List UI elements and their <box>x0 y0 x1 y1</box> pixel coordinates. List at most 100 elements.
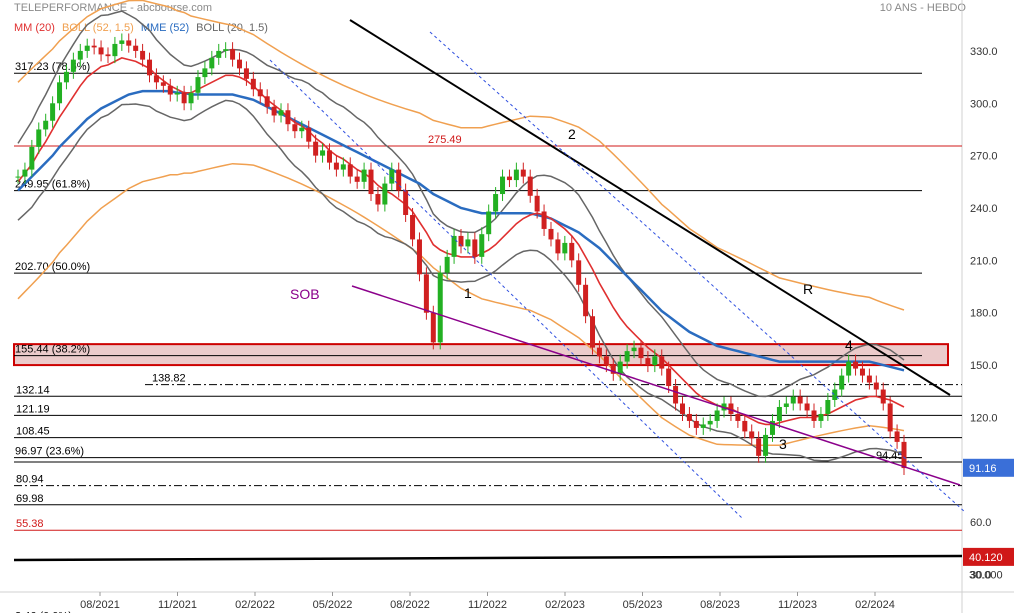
x-tick-label: 05/2023 <box>623 599 663 611</box>
candle-body <box>368 169 374 195</box>
y-tick-label: 30.0 <box>970 570 991 582</box>
candle-body <box>375 194 381 205</box>
candle-body <box>458 235 464 247</box>
mme52-line <box>17 89 905 372</box>
candle-body <box>22 169 28 177</box>
y-tick-label: 150.0 <box>970 360 998 372</box>
candle-body <box>306 127 312 142</box>
candle-body <box>257 89 263 97</box>
candle-body <box>340 164 346 170</box>
candle-body <box>562 242 568 254</box>
candle-body <box>714 410 720 421</box>
price-level-label: 55.38 <box>16 518 44 530</box>
candle-body <box>811 410 817 421</box>
candle-body <box>887 403 893 432</box>
annotation-r: R <box>803 281 813 297</box>
x-tick-label: 11/2021 <box>158 599 197 611</box>
candle-body <box>832 389 838 400</box>
candle-body <box>479 234 485 257</box>
candle-body <box>596 347 602 357</box>
price-tag-label: 30.000 <box>969 570 1003 582</box>
x-tick-label: 11/2023 <box>778 599 817 611</box>
candle-body <box>430 312 436 343</box>
candle-body <box>506 176 512 181</box>
price-level-label: 69.98 <box>16 493 44 505</box>
x-tick-label: 11/2022 <box>468 599 507 611</box>
candle-body <box>756 438 762 456</box>
candle-body <box>105 54 111 57</box>
x-tick-label: 02/2023 <box>545 599 585 611</box>
candle-body <box>853 361 859 369</box>
candle-body <box>237 59 242 69</box>
annotation-1: 1 <box>464 285 472 301</box>
candle-body <box>320 150 326 156</box>
price-tag-box <box>963 547 1014 566</box>
candle-body <box>513 169 519 181</box>
candle-body <box>666 368 672 387</box>
annotation-4: 4 <box>845 337 853 353</box>
candle-body <box>292 124 298 132</box>
candle-body <box>437 272 443 343</box>
fib-level-label: 249.95 (61.8%) <box>15 179 90 191</box>
candle-body <box>250 78 256 90</box>
candle-body <box>153 75 159 83</box>
candle-body <box>790 396 796 404</box>
candle-body <box>534 195 540 212</box>
candle-body <box>548 228 554 240</box>
y-tick-label: 180.0 <box>970 308 998 320</box>
candle-body <box>91 45 97 48</box>
candle-body <box>541 211 547 229</box>
candle-body <box>403 190 409 215</box>
candle-body <box>361 169 367 182</box>
candle-body <box>603 356 609 366</box>
x-tick-label: 05/2022 <box>313 599 353 611</box>
long-term-support-line <box>13 554 963 562</box>
candle-body <box>285 110 291 125</box>
boll52-lower <box>17 162 905 447</box>
candle-body <box>354 176 360 182</box>
candle-body <box>84 45 90 51</box>
candle-body <box>444 256 450 273</box>
fib-level-label: 2.46 (0.0%) <box>15 611 72 613</box>
candle-body <box>673 386 679 404</box>
candle-body <box>493 194 499 212</box>
candle-body <box>243 68 249 79</box>
y-tick-label: 240.0 <box>970 203 998 215</box>
y-tick-label: 120.0 <box>970 412 998 424</box>
resistance-zone <box>13 343 949 367</box>
candle-body <box>230 49 236 60</box>
fib-level-label: 202.70 (50.0%) <box>15 261 90 273</box>
candle-body <box>70 59 76 72</box>
candle-body <box>326 150 332 163</box>
candle-body <box>223 49 229 51</box>
candle-body <box>126 40 132 46</box>
candle-body <box>873 382 879 390</box>
y-tick-label: 300.0 <box>970 98 998 110</box>
annotation-sob: SOB <box>290 286 320 302</box>
candle-body <box>555 239 561 254</box>
boll52-upper <box>17 0 905 311</box>
chart-legend: MM (20) BOLL (52, 1.5) MME (52) BOLL (20… <box>14 22 272 34</box>
candle-body <box>174 92 180 95</box>
candle-body <box>859 368 865 376</box>
resistance-trendline <box>349 19 951 396</box>
y-tick-label: 270.0 <box>970 151 998 163</box>
candle-body <box>804 403 810 411</box>
fib-level-label: 317.23 (78.6%) <box>15 61 90 73</box>
legend-boll20: BOLL (20, 1.5) <box>196 22 268 34</box>
candle-body <box>590 316 596 348</box>
price-tag-label: 40.120 <box>969 552 1003 564</box>
price-level-label: 80.94 <box>16 474 44 486</box>
candle-body <box>423 274 429 313</box>
price-level-label: 132.14 <box>16 384 50 396</box>
candle-body <box>527 176 533 196</box>
candle-body <box>63 71 69 83</box>
candle-body <box>631 347 637 352</box>
candle-body <box>700 424 706 428</box>
candle-body <box>763 434 769 456</box>
period-label: 10 ANS - HEBDO <box>879 2 966 14</box>
candle-body <box>825 400 831 414</box>
candle-body <box>500 176 506 195</box>
candle-body <box>866 375 872 383</box>
